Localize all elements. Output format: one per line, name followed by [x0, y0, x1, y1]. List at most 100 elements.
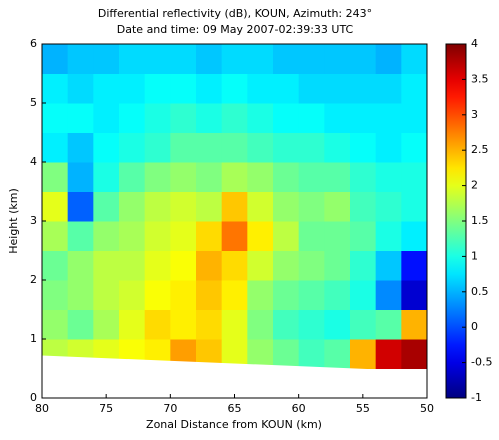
heatmap-cell	[119, 162, 146, 192]
heatmap-cell	[170, 73, 197, 104]
heatmap-cell	[247, 191, 274, 222]
heatmap-cell	[350, 309, 377, 340]
colorbar-tick-label: 3	[471, 108, 478, 121]
heatmap-cell	[221, 73, 248, 104]
heatmap-cell	[221, 280, 248, 310]
heatmap-cell	[93, 132, 120, 163]
beam-mask	[42, 355, 427, 399]
heatmap-cell	[350, 103, 377, 133]
colorbar-tick-label: -1	[471, 391, 482, 404]
heatmap-cell	[93, 309, 120, 340]
heatmap-cell	[273, 162, 300, 192]
heatmap-cell	[67, 132, 94, 163]
heatmap-cell	[119, 221, 146, 251]
heatmap-cell	[170, 280, 197, 310]
heatmap-cell	[67, 191, 94, 222]
heatmap-cell	[350, 280, 377, 310]
heatmap-cell	[42, 44, 69, 74]
heatmap-cell	[196, 132, 223, 163]
heatmap-cell	[298, 191, 325, 222]
heatmap-cell	[67, 44, 94, 74]
heatmap-cell	[170, 250, 197, 281]
heatmap-cell	[273, 103, 300, 133]
heatmap-cell	[298, 44, 325, 74]
heatmap-cell	[67, 221, 94, 251]
heatmap-cell	[298, 339, 325, 369]
heatmap-cell	[196, 309, 223, 340]
heatmap-cell	[375, 309, 402, 340]
heatmap-cell	[324, 162, 351, 192]
y-tick-label: 6	[30, 37, 37, 50]
heatmap-cell	[273, 221, 300, 251]
heatmap-cell	[247, 132, 274, 163]
heatmap-cell	[170, 103, 197, 133]
heatmap-cell	[42, 162, 69, 192]
heatmap-cell	[119, 44, 146, 74]
heatmap-cell	[298, 221, 325, 251]
heatmap-cell	[247, 44, 274, 74]
heatmap-cell	[42, 73, 69, 104]
heatmap-cell	[42, 191, 69, 222]
heatmap-cell	[298, 250, 325, 281]
heatmap-cell	[298, 280, 325, 310]
heatmap-cell	[247, 280, 274, 310]
heatmap-cell	[170, 132, 197, 163]
heatmap-cell	[196, 280, 223, 310]
heatmap-cell	[93, 44, 120, 74]
colorbar-tick-label: 1.5	[471, 214, 489, 227]
colorbar-tick-label: 2.5	[471, 143, 489, 156]
heatmap-cell	[324, 132, 351, 163]
heatmap-cell	[324, 73, 351, 104]
heatmap-cell	[119, 132, 146, 163]
heatmap-cell	[170, 44, 197, 74]
heatmap-cell	[401, 221, 428, 251]
heatmap-cell	[119, 191, 146, 222]
x-axis-label: Zonal Distance from KOUN (km)	[146, 418, 322, 431]
heatmap-cell	[247, 103, 274, 133]
heatmap-cell	[247, 221, 274, 251]
heatmap-cell	[375, 103, 402, 133]
y-tick-label: 1	[30, 332, 37, 345]
heatmap-cell	[247, 250, 274, 281]
heatmap-cell	[196, 191, 223, 222]
heatmap-cell	[350, 191, 377, 222]
heatmap-cell	[247, 162, 274, 192]
colorbar-tick-label: 3.5	[471, 72, 489, 85]
heatmap-cell	[67, 280, 94, 310]
heatmap-cell	[401, 132, 428, 163]
heatmap-cell	[324, 191, 351, 222]
heatmap-cell	[144, 221, 171, 251]
heatmap-cell	[350, 221, 377, 251]
heatmap-cell	[67, 103, 94, 133]
heatmap-cell	[324, 250, 351, 281]
heatmap-cell	[273, 44, 300, 74]
y-tick-label: 4	[30, 155, 37, 168]
heatmap-cell	[401, 44, 428, 74]
heatmap-cell	[144, 191, 171, 222]
heatmap-cell	[144, 250, 171, 281]
chart-subtitle: Date and time: 09 May 2007-02:39:33 UTC	[117, 23, 354, 36]
heatmap-cell	[119, 73, 146, 104]
heatmap-cell	[221, 103, 248, 133]
heatmap-cell	[42, 309, 69, 340]
heatmap-cell	[119, 280, 146, 310]
heatmap-cell	[401, 309, 428, 340]
heatmap-cell	[144, 162, 171, 192]
heatmap-cell	[144, 309, 171, 340]
heatmap-cell	[273, 73, 300, 104]
heatmap-cell	[67, 162, 94, 192]
heatmap-cell	[273, 309, 300, 340]
x-tick-label: 75	[99, 402, 113, 415]
heatmap-cell	[273, 132, 300, 163]
heatmap-cell	[221, 132, 248, 163]
heatmap-cell	[196, 250, 223, 281]
heatmap-cell	[93, 73, 120, 104]
heatmap-cell	[221, 44, 248, 74]
heatmap-cell	[67, 250, 94, 281]
heatmap-cell	[144, 132, 171, 163]
heatmap-cell	[221, 162, 248, 192]
heatmap-cell	[273, 250, 300, 281]
heatmap-cell	[375, 73, 402, 104]
heatmap-cell	[196, 44, 223, 74]
heatmap-cell	[375, 250, 402, 281]
